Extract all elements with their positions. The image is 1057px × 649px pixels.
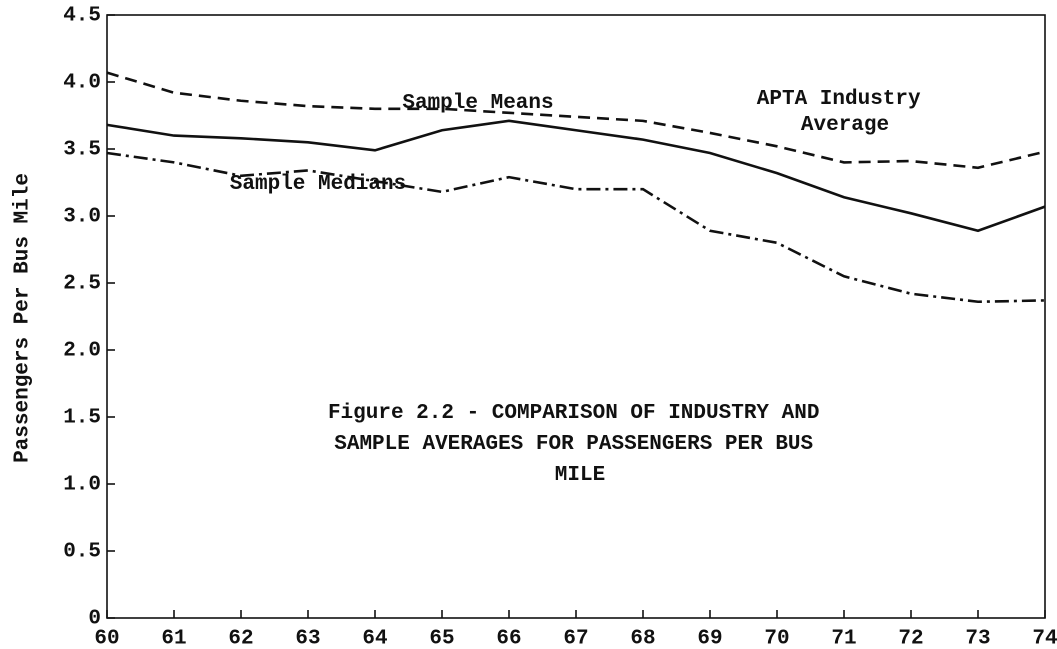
y-axis-label: Passengers Per Bus Mile [12, 173, 35, 463]
x-tick-label: 70 [764, 628, 789, 649]
series-label: APTA Industry Average [757, 88, 933, 137]
x-tick-label: 60 [94, 628, 119, 649]
y-tick-label: 2.5 [63, 273, 101, 296]
y-tick-label: 1.0 [63, 474, 101, 497]
x-tick-label: 74 [1032, 628, 1057, 649]
x-tick-label: 66 [496, 628, 521, 649]
y-tick-label: 1.5 [63, 407, 101, 430]
series-line [106, 119, 1046, 233]
x-tick-label: 71 [831, 628, 856, 649]
y-tick-label: 4.5 [63, 5, 101, 28]
chart-title: Figure 2.2 - COMPARISON OF INDUSTRY AND … [328, 402, 832, 487]
x-tick-label: 65 [429, 628, 454, 649]
y-tick-label: 3.5 [63, 139, 101, 162]
x-tick-label: 61 [161, 628, 186, 649]
y-tick-label: 3.0 [63, 206, 101, 229]
x-tick-label: 68 [630, 628, 655, 649]
x-tick-label: 64 [362, 628, 387, 649]
x-tick-label: 62 [228, 628, 253, 649]
y-tick-label: 4.0 [63, 72, 101, 95]
series-line [106, 71, 1046, 170]
x-tick-label: 72 [898, 628, 923, 649]
x-tick-label: 73 [965, 628, 990, 649]
series-label: Sample Medians [230, 173, 406, 196]
y-tick-label: 0.5 [63, 541, 101, 564]
series-label: Sample Means [402, 92, 553, 115]
y-tick-label: 2.0 [63, 340, 101, 363]
x-tick-label: 63 [295, 628, 320, 649]
series-line [106, 151, 1046, 304]
y-tick-label: 0 [88, 608, 101, 631]
x-tick-label: 69 [697, 628, 722, 649]
x-tick-label: 67 [563, 628, 588, 649]
